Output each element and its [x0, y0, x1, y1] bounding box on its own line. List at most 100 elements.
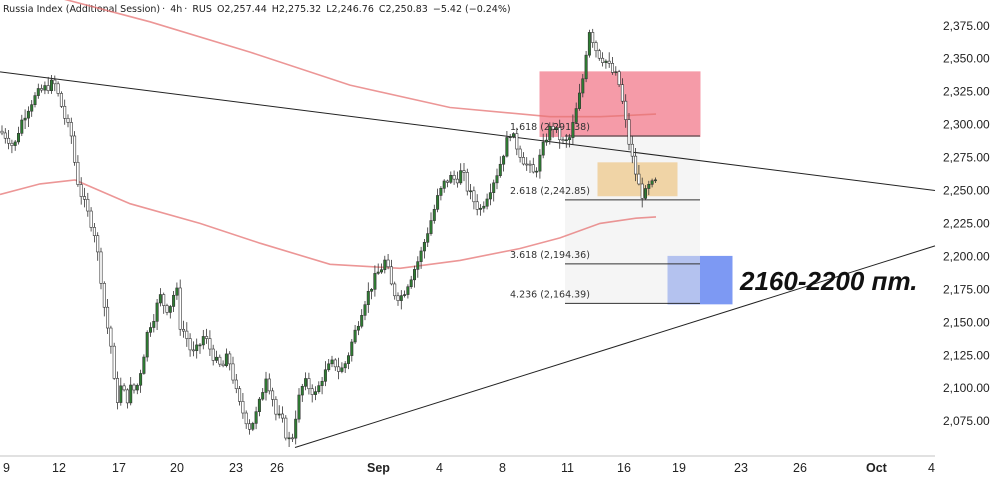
candle — [271, 387, 275, 407]
candle-body — [643, 188, 647, 199]
candle — [554, 126, 558, 133]
candle — [102, 281, 106, 317]
candle — [323, 361, 327, 387]
candle — [376, 263, 380, 275]
x-tick-label: 19 — [672, 461, 686, 475]
candle — [488, 183, 492, 206]
candle — [10, 139, 14, 154]
candle-body — [63, 106, 67, 119]
x-tick-label: 26 — [793, 461, 807, 475]
candle-body — [178, 287, 182, 330]
candle — [343, 361, 347, 373]
candle-body — [535, 170, 539, 173]
candle-body — [304, 378, 308, 387]
candle-body — [307, 378, 311, 390]
candle-body — [449, 175, 453, 183]
y-tick-label: 2,300.00 — [943, 118, 990, 132]
candle — [587, 29, 591, 58]
candle-body — [429, 220, 433, 234]
candle — [152, 314, 156, 333]
candle-body — [650, 180, 654, 185]
interval[interactable]: 4h — [170, 4, 183, 15]
candle — [653, 177, 657, 184]
candle-body — [231, 363, 235, 381]
candle-body — [79, 184, 83, 197]
candle — [297, 388, 301, 423]
y-tick-label: 2,100.00 — [943, 381, 990, 395]
candle — [66, 114, 70, 128]
candle — [201, 329, 205, 350]
fib-label-1: 2.618 (2,242.85) — [510, 186, 590, 197]
candle — [135, 383, 139, 395]
candle-body — [122, 385, 126, 391]
candle-body — [376, 271, 380, 274]
candle-body — [327, 363, 331, 371]
candle-body — [36, 88, 40, 96]
candle-body — [30, 104, 34, 112]
candle-body — [330, 359, 334, 365]
candle-body — [366, 290, 370, 305]
candle — [333, 358, 337, 371]
candle — [597, 48, 601, 61]
candle — [620, 78, 624, 105]
candle-body — [280, 413, 284, 419]
candle — [386, 254, 390, 270]
candle-body — [370, 289, 374, 292]
candle-body — [248, 423, 252, 430]
candle-body — [485, 198, 489, 207]
candle-body — [238, 388, 242, 402]
candle-body — [587, 32, 591, 56]
candle-body — [541, 141, 545, 156]
candle — [478, 204, 482, 216]
candle — [267, 373, 271, 395]
candle-body — [389, 266, 393, 285]
candle — [459, 163, 463, 185]
candle-body — [168, 306, 172, 313]
candle-body — [271, 390, 275, 400]
candle-body — [521, 157, 525, 165]
candle-body — [558, 127, 562, 141]
candle — [280, 406, 284, 423]
candle — [548, 122, 552, 145]
candle-body — [465, 172, 469, 192]
candle-body — [264, 378, 268, 393]
y-tick-label: 2,325.00 — [943, 85, 990, 99]
y-axis: 2,075.00 2,100.00 2,125.00 2,150.00 2,175.00… — [943, 19, 990, 428]
y-tick-label: 2,125.00 — [943, 348, 990, 362]
candle-body — [99, 251, 103, 284]
candle — [83, 187, 87, 208]
candle-body — [290, 437, 294, 440]
candle-body — [505, 137, 509, 157]
x-tick-label: 4 — [436, 461, 443, 475]
candle-body — [574, 108, 578, 123]
candle-body — [76, 161, 80, 185]
candle — [7, 129, 11, 150]
candle-body — [531, 164, 535, 173]
candle-body — [198, 344, 202, 347]
candle-body — [597, 50, 601, 59]
x-axis: 9 12 17 20 23 26 Sep 4 8 11 16 19 23 26 Oct 4 — [0, 455, 935, 475]
candle — [129, 377, 133, 406]
x-tick-label: 12 — [52, 461, 66, 475]
candle — [419, 246, 423, 269]
candle — [191, 341, 195, 357]
candle — [353, 324, 357, 345]
candle — [515, 127, 519, 156]
x-tick-label: 17 — [112, 461, 126, 475]
candle-body — [498, 163, 502, 176]
candle — [79, 177, 83, 205]
candle — [643, 185, 647, 201]
candle-body — [561, 139, 565, 142]
y-tick-label: 2,375.00 — [943, 19, 990, 33]
candle — [304, 372, 308, 391]
candle — [251, 421, 255, 432]
candle — [26, 106, 30, 128]
candle-body — [396, 295, 400, 301]
candle — [561, 136, 565, 145]
candle-body — [333, 359, 337, 368]
candle — [439, 186, 443, 201]
candle-body — [254, 411, 258, 424]
candle-body — [3, 132, 7, 139]
candle-body — [350, 341, 354, 356]
